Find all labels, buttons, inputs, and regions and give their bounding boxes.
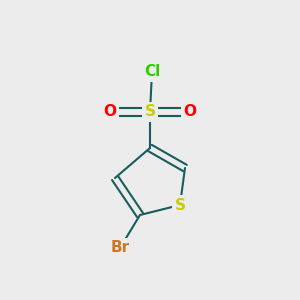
Text: Br: Br [110, 241, 130, 256]
Text: O: O [103, 104, 116, 119]
Text: Cl: Cl [144, 64, 160, 80]
Text: O: O [184, 104, 196, 119]
Text: S: S [175, 197, 185, 212]
Text: S: S [145, 104, 155, 119]
